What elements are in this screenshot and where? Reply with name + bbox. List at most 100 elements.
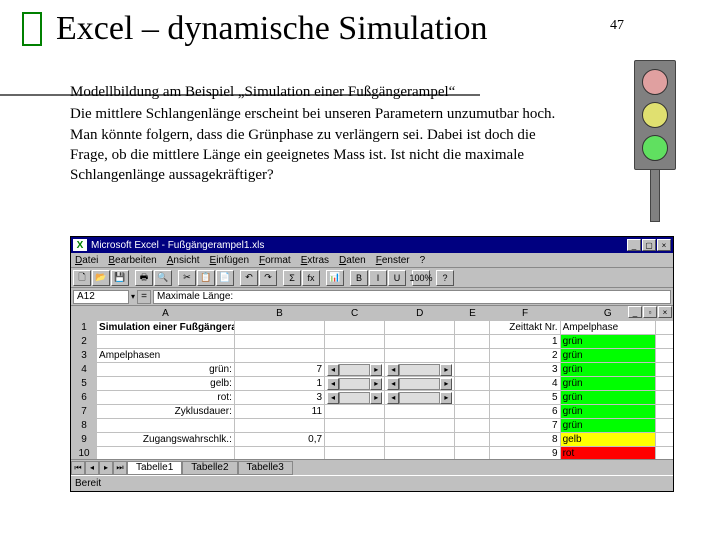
cell-C2[interactable] bbox=[325, 335, 385, 349]
cell-E8[interactable] bbox=[455, 419, 490, 433]
cell-B2[interactable] bbox=[234, 335, 324, 349]
cell-A6[interactable]: rot: bbox=[97, 391, 235, 405]
sheet-tab-tabelle3[interactable]: Tabelle3 bbox=[238, 461, 293, 475]
formula-equals[interactable]: = bbox=[137, 290, 151, 304]
cell-E6[interactable] bbox=[455, 391, 490, 405]
cell-D4[interactable]: ◂▸ bbox=[385, 363, 455, 377]
cell-A3[interactable]: Ampelphasen bbox=[97, 349, 235, 363]
toolbar-btn-14[interactable]: Σ bbox=[283, 270, 301, 286]
menu-?[interactable]: ? bbox=[420, 255, 426, 266]
toolbar-btn-12[interactable]: ↷ bbox=[259, 270, 277, 286]
cell-H9[interactable]: 1 bbox=[655, 433, 673, 447]
cell-C6[interactable]: ◂▸ bbox=[325, 391, 385, 405]
cell-A9[interactable]: Zugangswahrschlk.: bbox=[97, 433, 235, 447]
cell-D8[interactable] bbox=[385, 419, 455, 433]
toolbar-btn-9[interactable]: 📄 bbox=[216, 270, 234, 286]
maximize-button[interactable]: ▢ bbox=[642, 239, 656, 251]
cell-B3[interactable] bbox=[234, 349, 324, 363]
cell-E5[interactable] bbox=[455, 377, 490, 391]
cell-B5[interactable]: 1 bbox=[234, 377, 324, 391]
cell-B8[interactable] bbox=[234, 419, 324, 433]
cell-H8[interactable]: 0 bbox=[655, 419, 673, 433]
cell-C7[interactable] bbox=[325, 405, 385, 419]
row-header-3[interactable]: 3 bbox=[72, 349, 97, 363]
cell-D2[interactable] bbox=[385, 335, 455, 349]
cell-H5[interactable]: 0 bbox=[655, 377, 673, 391]
cell-F7[interactable]: 6 bbox=[490, 405, 560, 419]
cell-B6[interactable]: 3 bbox=[234, 391, 324, 405]
cell-B10[interactable] bbox=[234, 447, 324, 460]
col-header-E[interactable]: E bbox=[455, 307, 490, 321]
cell-C5[interactable]: ◂▸ bbox=[325, 377, 385, 391]
cell-G1[interactable]: Ampelphase bbox=[560, 321, 655, 335]
cell-G2[interactable]: grün bbox=[560, 335, 655, 349]
row-header-4[interactable]: 4 bbox=[72, 363, 97, 377]
cell-C9[interactable] bbox=[325, 433, 385, 447]
row-header-5[interactable]: 5 bbox=[72, 377, 97, 391]
tab-prev[interactable]: ◂ bbox=[85, 461, 99, 475]
formula-input[interactable]: Maximale Länge: bbox=[153, 290, 671, 304]
col-header-C[interactable]: C bbox=[325, 307, 385, 321]
inner-close[interactable]: × bbox=[658, 306, 672, 318]
cell-C8[interactable] bbox=[325, 419, 385, 433]
cell-G9[interactable]: gelb bbox=[560, 433, 655, 447]
cell-H6[interactable]: 0 bbox=[655, 391, 673, 405]
cell-G3[interactable]: grün bbox=[560, 349, 655, 363]
col-header-B[interactable]: B bbox=[234, 307, 324, 321]
toolbar-btn-4[interactable]: 🖶 bbox=[135, 270, 153, 286]
menu-extras[interactable]: Extras bbox=[301, 255, 329, 266]
col-header-A[interactable]: A bbox=[97, 307, 235, 321]
menu-fenster[interactable]: Fenster bbox=[376, 255, 410, 266]
toolbar-btn-25[interactable]: ? bbox=[436, 270, 454, 286]
cell-E1[interactable] bbox=[455, 321, 490, 335]
toolbar-btn-2[interactable]: 💾 bbox=[111, 270, 129, 286]
cell-A5[interactable]: gelb: bbox=[97, 377, 235, 391]
cell-G4[interactable]: grün bbox=[560, 363, 655, 377]
cell-A8[interactable] bbox=[97, 419, 235, 433]
col-header-corner[interactable] bbox=[72, 307, 97, 321]
cell-A7[interactable]: Zyklusdauer: bbox=[97, 405, 235, 419]
menu-ansicht[interactable]: Ansicht bbox=[167, 255, 200, 266]
toolbar-btn-0[interactable]: 🗋 bbox=[73, 270, 91, 286]
cell-G8[interactable]: grün bbox=[560, 419, 655, 433]
cell-D1[interactable] bbox=[385, 321, 455, 335]
spinner-b-5[interactable]: ◂▸ bbox=[387, 378, 452, 390]
row-header-7[interactable]: 7 bbox=[72, 405, 97, 419]
cell-E10[interactable] bbox=[455, 447, 490, 460]
cell-F8[interactable]: 7 bbox=[490, 419, 560, 433]
cell-A1[interactable]: Simulation einer Fußgängerampel bbox=[97, 321, 235, 335]
cell-G5[interactable]: grün bbox=[560, 377, 655, 391]
row-header-1[interactable]: 1 bbox=[72, 321, 97, 335]
menu-einfügen[interactable]: Einfügen bbox=[210, 255, 249, 266]
worksheet-table[interactable]: ABCDEFGH 1Simulation einer Fußgängerampe… bbox=[71, 306, 673, 459]
cell-E3[interactable] bbox=[455, 349, 490, 363]
cell-D3[interactable] bbox=[385, 349, 455, 363]
toolbar-btn-1[interactable]: 📂 bbox=[92, 270, 110, 286]
cell-H3[interactable]: 0 bbox=[655, 349, 673, 363]
cell-D9[interactable] bbox=[385, 433, 455, 447]
cell-B4[interactable]: 7 bbox=[234, 363, 324, 377]
cell-E2[interactable] bbox=[455, 335, 490, 349]
toolbar-btn-19[interactable]: B bbox=[350, 270, 368, 286]
cell-A10[interactable] bbox=[97, 447, 235, 460]
toolbar-btn-5[interactable]: 🔍 bbox=[154, 270, 172, 286]
toolbar-btn-7[interactable]: ✂ bbox=[178, 270, 196, 286]
col-header-F[interactable]: F bbox=[490, 307, 560, 321]
toolbar-btn-21[interactable]: U bbox=[388, 270, 406, 286]
toolbar-btn-23[interactable]: 100% bbox=[412, 270, 430, 286]
cell-F9[interactable]: 8 bbox=[490, 433, 560, 447]
cell-F2[interactable]: 1 bbox=[490, 335, 560, 349]
name-box[interactable]: A12 bbox=[73, 290, 129, 304]
cell-G10[interactable]: rot bbox=[560, 447, 655, 460]
cell-A2[interactable] bbox=[97, 335, 235, 349]
row-header-9[interactable]: 9 bbox=[72, 433, 97, 447]
spinner-b-4[interactable]: ◂▸ bbox=[387, 364, 452, 376]
cell-E9[interactable] bbox=[455, 433, 490, 447]
cell-B1[interactable] bbox=[234, 321, 324, 335]
excel-titlebar[interactable]: X Microsoft Excel - Fußgängerampel1.xls … bbox=[71, 237, 673, 253]
cell-C10[interactable] bbox=[325, 447, 385, 460]
cell-C4[interactable]: ◂▸ bbox=[325, 363, 385, 377]
cell-E4[interactable] bbox=[455, 363, 490, 377]
toolbar-btn-11[interactable]: ↶ bbox=[240, 270, 258, 286]
spinner-b-6[interactable]: ◂▸ bbox=[387, 392, 452, 404]
